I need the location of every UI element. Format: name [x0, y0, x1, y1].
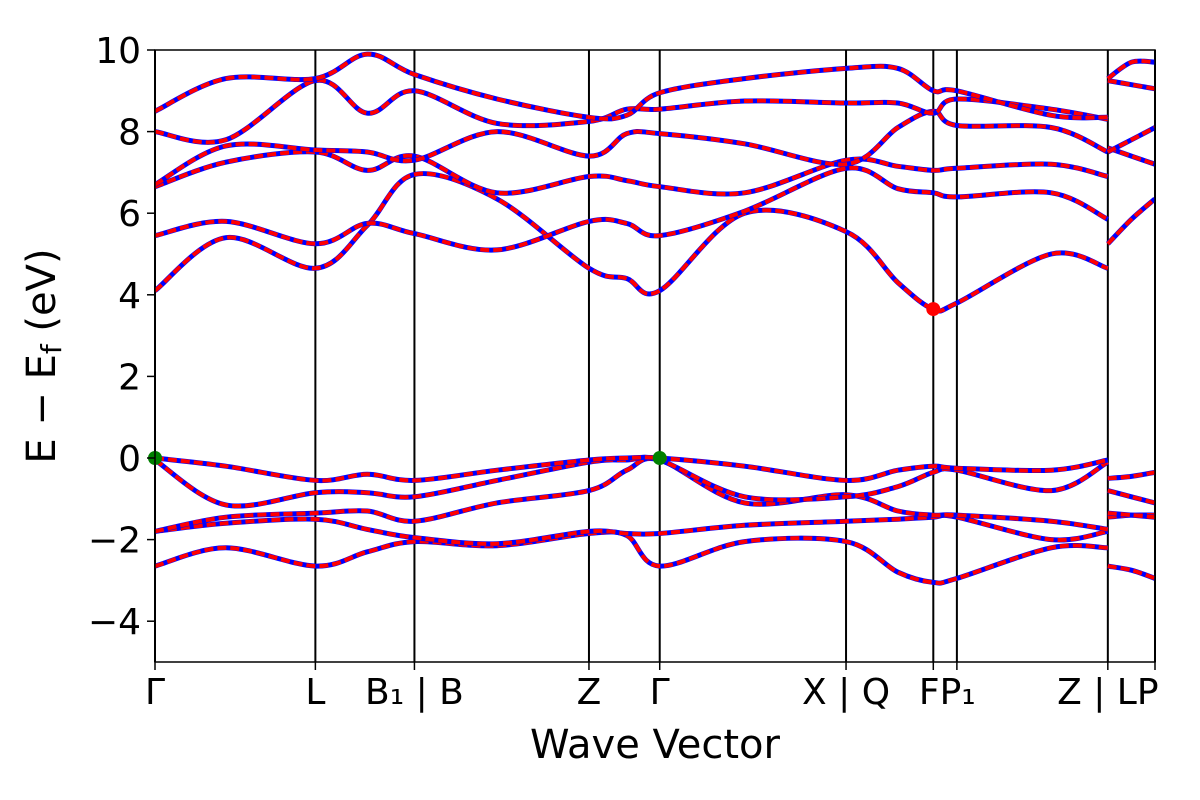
y-axis-label-sub: f [35, 343, 68, 354]
band-line-red-11 [1107, 564, 1155, 581]
band-line-red-8 [155, 109, 1109, 187]
plot-frame [154, 49, 1156, 663]
band-line-red-10 [155, 52, 1108, 121]
band-line-red-2 [155, 456, 1109, 534]
band-group [155, 51, 1155, 586]
band-line-red-18 [1106, 125, 1155, 154]
y-axis-label: E − Ef (eV) [19, 248, 68, 463]
x-axis-label: Wave Vector [530, 722, 781, 768]
band-line-red-0 [155, 529, 1108, 586]
y-tick-label-4: 4 [118, 276, 141, 317]
y-tick-label-1: −2 [88, 521, 141, 562]
y-tick-label-7: 10 [95, 31, 141, 72]
vbm-marker-1 [652, 451, 667, 465]
band-line-red-5 [155, 171, 1109, 314]
y-tick-label-0: −4 [88, 602, 141, 643]
band-line-red-1 [155, 513, 1109, 546]
y-axis-ticks: −4 −2 0 2 4 6 8 10 [88, 31, 155, 643]
y-tick-label-5: 6 [118, 194, 141, 235]
y-tick-label-3: 2 [118, 357, 141, 398]
band-line-red-16 [1106, 197, 1155, 246]
y-tick-label-2: 0 [118, 439, 141, 480]
y-axis-label-tail: (eV) [19, 248, 65, 344]
band-line-red-15 [1107, 470, 1155, 481]
y-tick-label-6: 8 [118, 113, 141, 154]
x-tick-label-2: B₁ | B [365, 672, 464, 713]
x-tick-label-3: Z [577, 672, 602, 713]
x-tick-label-0: Γ [145, 672, 165, 713]
x-axis-ticks: Γ L B₁ | B Z Γ X | Q FP₁ Z | LP [145, 662, 1159, 713]
band-line-red-19 [1107, 78, 1155, 91]
cbm-marker-0 [926, 302, 941, 317]
x-tick-label-5: X | Q [802, 672, 890, 713]
y-axis-label-main: E − E [19, 354, 65, 464]
band-lines [155, 51, 1155, 586]
x-tick-label-6: FP₁ [919, 672, 976, 713]
band-line-red-7 [155, 149, 1109, 197]
band-line-red-13 [1107, 511, 1155, 520]
x-tick-label-1: L [305, 672, 325, 713]
extrema-markers [148, 302, 941, 465]
band-line-red-4 [155, 455, 1109, 483]
band-line-red-20 [1106, 59, 1155, 81]
band-line-red-14 [1107, 488, 1155, 505]
band-line-red-6 [155, 165, 1109, 253]
x-tick-label-8: Z | LP [1057, 672, 1158, 713]
x-tick-label-4: Γ [650, 672, 670, 713]
